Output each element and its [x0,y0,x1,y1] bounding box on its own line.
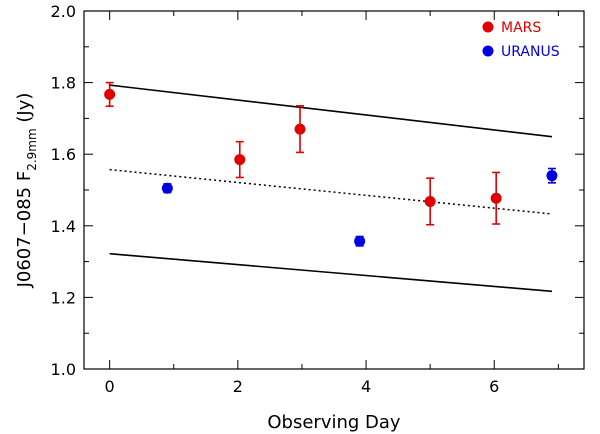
mars-data-point [234,154,246,166]
y-axis-label-subscript: 2.9mm [25,128,39,170]
mars-data-point [104,88,116,100]
legend: MARS URANUS [482,20,560,60]
y-tick-label: 2.0 [51,2,76,21]
uranus-data-point [354,235,366,247]
mars-data-point [490,192,502,204]
y-tick-label: 1.8 [51,74,76,93]
y-tick-label: 1.0 [51,360,76,379]
upper-bound-line [109,84,553,138]
lower-bound-line [109,252,553,293]
y-tick-label: 1.4 [51,217,76,236]
mars-data-point [424,195,436,207]
y-axis-label: J0607−085 F2.9mm (Jy) [14,93,39,289]
x-axis-ticks: 0 2 4 6 [105,11,559,396]
x-tick-label: 0 [105,377,115,396]
legend-label-mars: MARS [501,20,541,36]
uranus-data-point [161,182,173,194]
fit-line [109,168,553,215]
uranus-data-point [546,170,558,182]
plot-frame [83,10,585,370]
x-axis-label: Observing Day [267,412,401,433]
data-points [104,88,558,247]
y-axis-label-unit: (Jy) [14,93,35,129]
reference-lines [109,84,553,293]
y-tick-label: 1.6 [51,145,76,164]
y-axis-label-main: J0607−085 F [14,171,35,289]
legend-label-uranus: URANUS [501,44,560,60]
y-axis-ticks: 1.0 1.2 1.4 1.6 1.8 2.0 [51,2,584,379]
x-tick-label: 2 [233,377,243,396]
legend-marker-mars [482,21,494,33]
y-tick-label: 1.2 [51,288,76,307]
legend-marker-uranus [482,45,494,57]
error-bars [105,81,556,247]
x-tick-label: 4 [361,377,371,396]
x-tick-label: 6 [489,377,499,396]
mars-data-point [294,123,306,135]
